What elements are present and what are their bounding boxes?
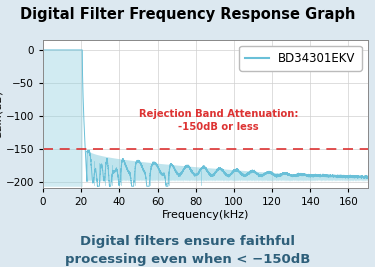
Text: Digital Filter Frequency Response Graph: Digital Filter Frequency Response Graph — [20, 7, 355, 22]
Text: Digital filters ensure faithful
processing even when < −150dB: Digital filters ensure faithful processi… — [65, 235, 310, 266]
X-axis label: Frequency(kHz): Frequency(kHz) — [162, 210, 249, 220]
Text: Rejection Band Attenuation:
-150dB or less: Rejection Band Attenuation: -150dB or le… — [139, 109, 298, 132]
Y-axis label: Gain(dB): Gain(dB) — [0, 89, 3, 139]
Legend: BD34301EKV: BD34301EKV — [239, 46, 362, 71]
